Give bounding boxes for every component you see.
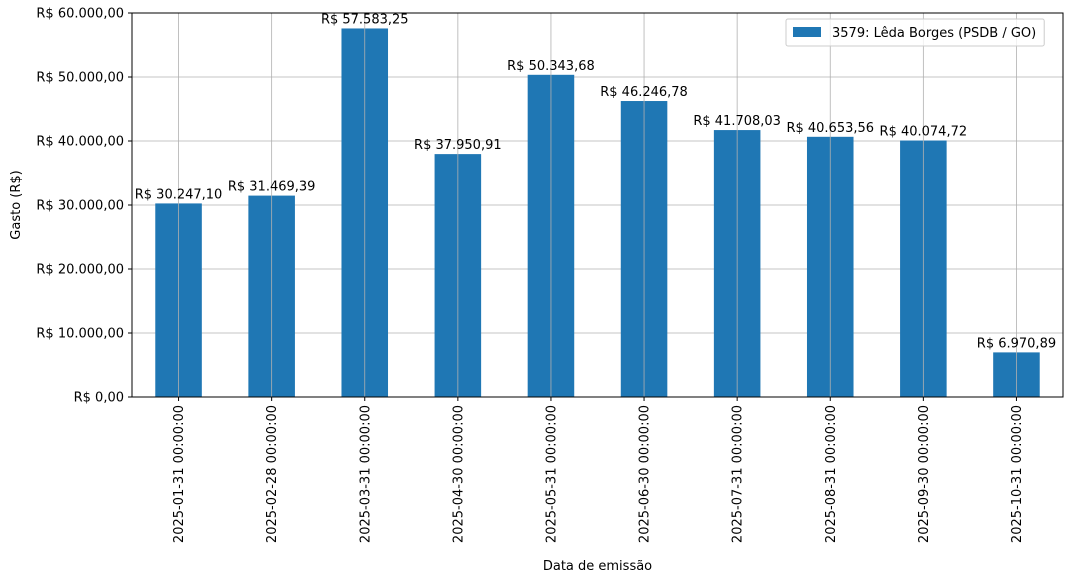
data-label: R$ 31.469,39 [228, 180, 316, 195]
y-tick-label: R$ 20.000,00 [36, 263, 124, 278]
data-label: R$ 30.247,10 [135, 187, 223, 202]
data-labels: R$ 30.247,10 R$ 31.469,39 R$ 57.583,25 R$ 3… [135, 12, 1056, 351]
data-label: R$ 46.246,78 [600, 85, 688, 100]
x-tick-label: 2025-09-30 00:00:00 [917, 405, 932, 543]
x-tick-label: 2025-06-30 00:00:00 [638, 405, 653, 543]
data-label: R$ 37.950,91 [414, 138, 502, 153]
legend-box [785, 18, 1045, 47]
y-axis: R$ 0,00 R$ 10.000,00 R$ 20.000,00 R$ 30.000… [36, 7, 132, 406]
y-tick-label: R$ 60.000,00 [36, 7, 124, 22]
x-tick-label: 2025-10-31 00:00:00 [1010, 405, 1025, 543]
x-tick-label: 2025-05-31 00:00:00 [544, 405, 559, 543]
legend: 3579: Lêda Borges (PSDB / GO) [785, 18, 1045, 47]
y-tick-label: R$ 30.000,00 [36, 199, 124, 214]
data-label: R$ 41.708,03 [693, 114, 781, 129]
x-tick-label: 2025-08-31 00:00:00 [824, 405, 839, 543]
x-tick-label: 2025-04-30 00:00:00 [451, 405, 466, 543]
y-tick-label: R$ 50.000,00 [36, 71, 124, 86]
x-tick-label: 2025-01-31 00:00:00 [172, 405, 187, 543]
data-label: R$ 6.970,89 [977, 336, 1056, 351]
data-label: R$ 50.343,68 [507, 59, 595, 74]
bars [155, 13, 1040, 398]
data-label: R$ 40.074,72 [880, 125, 968, 140]
legend-swatch [793, 27, 821, 37]
x-tick-label: 2025-02-28 00:00:00 [265, 405, 280, 543]
x-axis-title: Data de emissão [543, 559, 652, 574]
x-tick-label: 2025-07-31 00:00:00 [731, 405, 746, 543]
x-axis: 2025-01-31 00:00:00 2025-02-28 00:00:00 20… [172, 397, 1025, 543]
y-tick-label: R$ 0,00 [74, 391, 124, 406]
y-tick-label: R$ 10.000,00 [36, 327, 124, 342]
data-label: R$ 57.583,25 [321, 12, 409, 27]
y-axis-title: Gasto (R$) [9, 170, 24, 239]
legend-label: 3579: Lêda Borges (PSDB / GO) [832, 26, 1036, 41]
y-tick-label: R$ 40.000,00 [36, 135, 124, 150]
data-label: R$ 40.653,56 [786, 121, 874, 136]
x-tick-label: 2025-03-31 00:00:00 [358, 405, 373, 543]
